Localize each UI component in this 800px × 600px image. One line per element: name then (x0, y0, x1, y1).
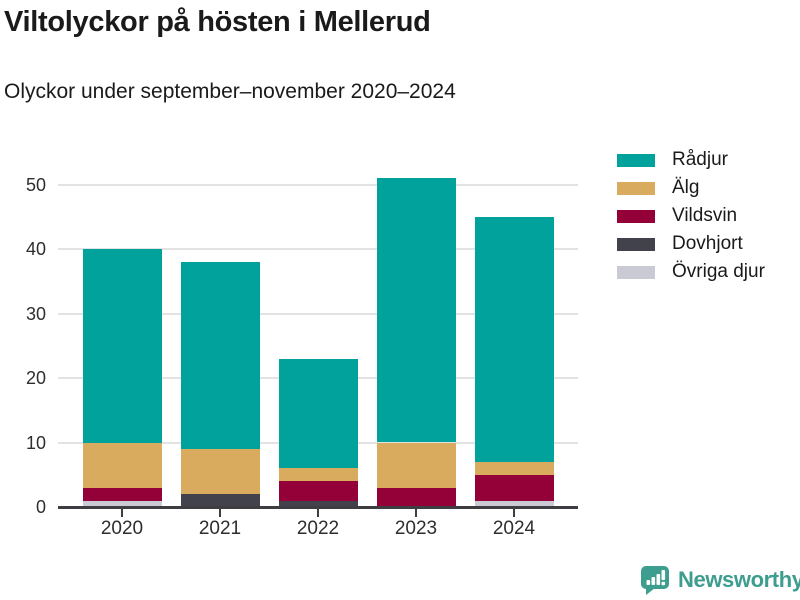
bar-segment-2020-Älg (82, 442, 162, 488)
legend-label: Övriga djur (672, 261, 765, 282)
x-axis-tick-2022 (317, 509, 319, 517)
x-axis-tick-2021 (219, 509, 221, 517)
legend-swatch-icon (617, 237, 655, 251)
bar-chart-speech-bubble-icon (641, 566, 669, 595)
brand-name: Newsworthy (678, 567, 800, 592)
bar-segment-2023-Älg (376, 442, 456, 488)
bar-segment-2020-Övriga djur (82, 500, 162, 507)
brand-footer: Newsworthy (638, 563, 800, 597)
legend-label: Rådjur (672, 149, 728, 170)
legend-swatch-icon (617, 265, 655, 279)
legend-item-Vildsvin: Vildsvin (617, 202, 765, 230)
bar-segment-2023-Vildsvin (376, 487, 456, 507)
gridline-30 (58, 312, 578, 315)
y-axis-label-0: 0 (35, 497, 46, 517)
x-axis-label-2022: 2022 (296, 518, 340, 539)
legend-label: Älg (672, 177, 700, 198)
legend: Rådjur Älg Vildsvin Dovhjort Övriga djur (617, 146, 765, 286)
bar-segment-2023-Rådjur (376, 178, 456, 443)
bar-segment-2020-Vildsvin (82, 487, 162, 501)
x-axis-label-2020: 2020 (100, 518, 144, 539)
bar-segment-2021-Dovhjort (180, 494, 260, 507)
bar-segment-2024-Övriga djur (474, 500, 554, 507)
bar-segment-2020-Rådjur (82, 249, 162, 443)
bar-segment-2024-Rådjur (474, 216, 554, 462)
bar-segment-2021-Älg (180, 448, 260, 495)
y-axis-label-10: 10 (25, 432, 46, 453)
chart-subtitle: Olyckor under september–november 2020–20… (4, 80, 456, 103)
x-axis-tick-2020 (121, 509, 123, 517)
x-axis-label-2024: 2024 (492, 518, 536, 539)
x-axis-label-2021: 2021 (198, 518, 242, 539)
gridline-50 (58, 183, 578, 186)
page-title: Viltolyckor på hösten i Mellerud (4, 6, 431, 38)
x-axis-label-2023: 2023 (394, 518, 438, 539)
legend-label: Vildsvin (672, 205, 738, 226)
bar-segment-2022-Dovhjort (278, 500, 358, 507)
bar-segment-2021-Rådjur (180, 261, 260, 449)
legend-swatch-icon (617, 209, 655, 223)
bar-segment-2024-Älg (474, 461, 554, 475)
bar-segment-2022-Rådjur (278, 358, 358, 469)
legend-item-Dovhjort: Dovhjort (617, 230, 765, 258)
y-axis-label-40: 40 (25, 239, 46, 259)
bar-segment-2024-Vildsvin (474, 474, 554, 501)
legend-item-Övriga djur: Övriga djur (617, 258, 765, 286)
y-axis-label-30: 30 (25, 303, 46, 324)
bar-segment-2022-Älg (278, 468, 358, 482)
legend-swatch-icon (617, 181, 655, 195)
x-axis-tick-2023 (415, 509, 417, 517)
y-axis-label-50: 50 (25, 174, 46, 195)
legend-item-Älg: Älg (617, 174, 765, 202)
bar-segment-2022-Vildsvin (278, 481, 358, 501)
gridline-40 (58, 248, 578, 250)
x-axis-line (58, 506, 578, 509)
y-axis-label-20: 20 (25, 368, 46, 388)
legend-item-Rådjur: Rådjur (617, 146, 765, 174)
legend-label: Dovhjort (672, 233, 743, 254)
legend-swatch-icon (617, 153, 655, 167)
x-axis-tick-2024 (513, 509, 515, 517)
